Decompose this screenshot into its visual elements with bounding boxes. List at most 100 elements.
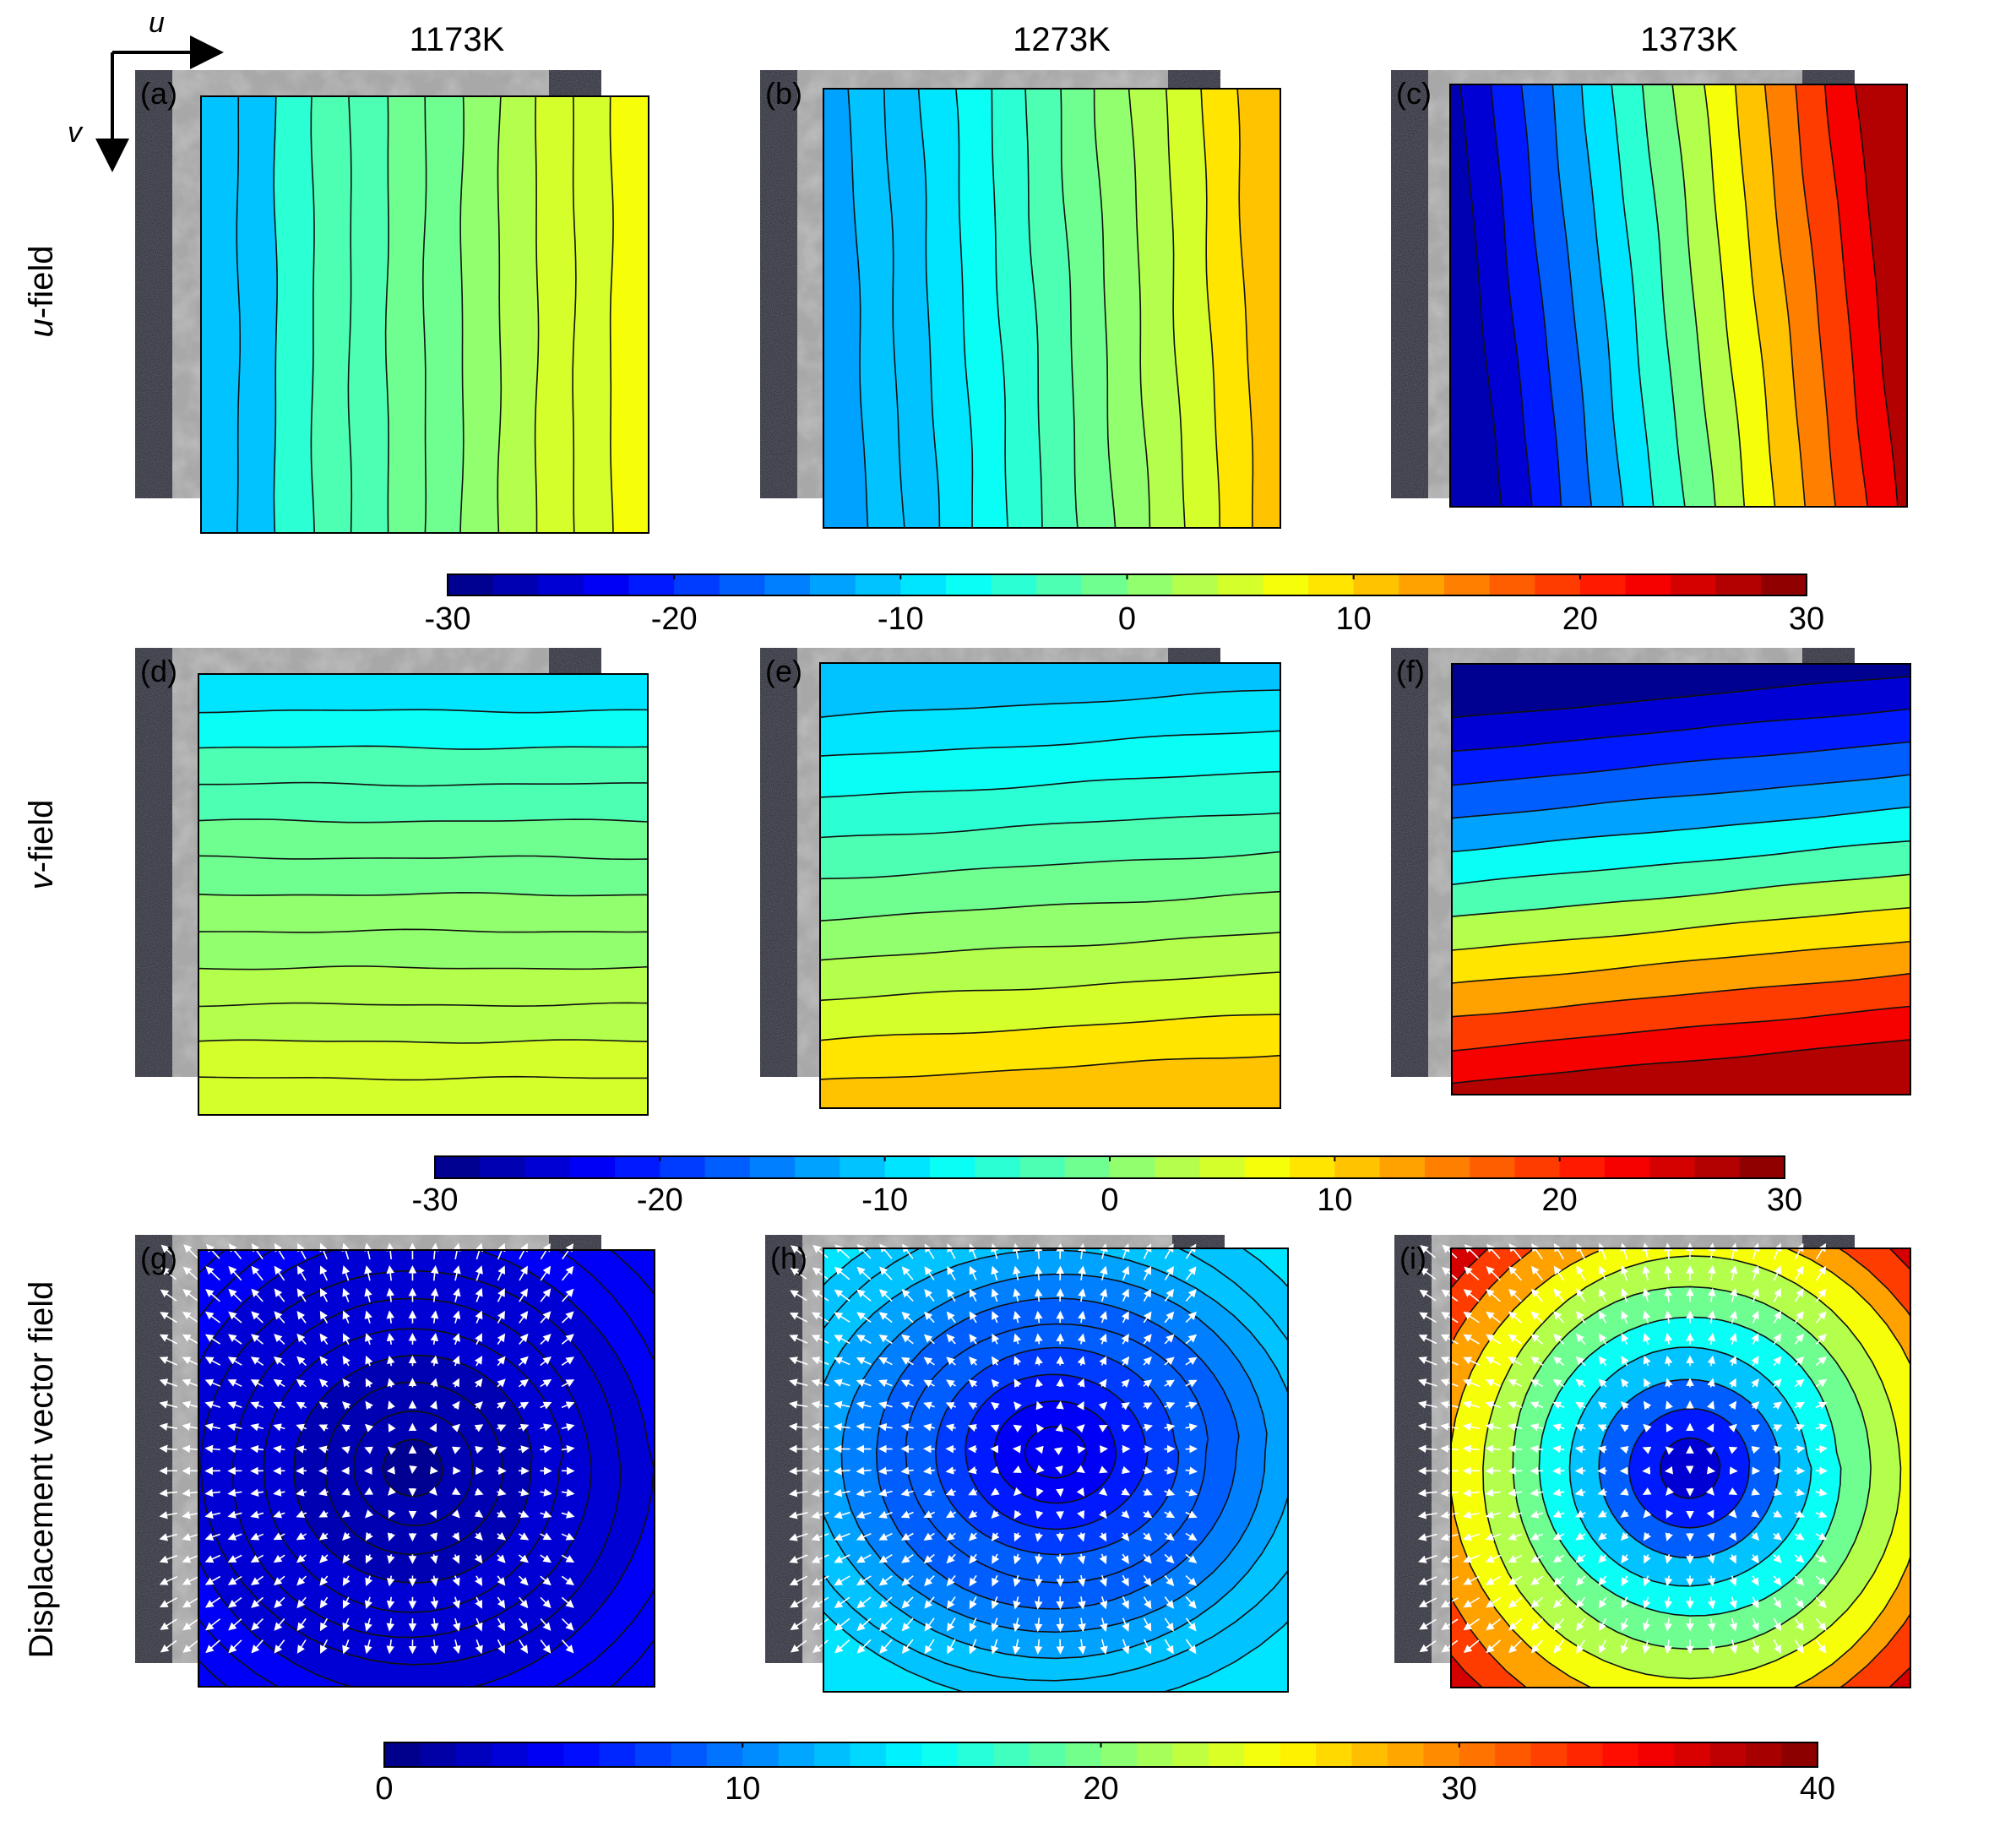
vector-arrow [318, 1532, 329, 1541]
colorbar-segment [1290, 1156, 1335, 1178]
vector-arrow [1575, 1356, 1586, 1367]
vector-arrow [1013, 1509, 1022, 1519]
vector-arrow [945, 1510, 957, 1519]
vector-arrow [945, 1488, 956, 1496]
vector-arrow [474, 1554, 483, 1564]
vector-arrow [1730, 1639, 1738, 1655]
analysis-region-border [1450, 1248, 1911, 1688]
contour-line [198, 965, 648, 970]
vector-arrow [250, 1401, 264, 1410]
vector-arrow [1530, 1639, 1544, 1654]
vector-arrow [1773, 1554, 1782, 1563]
vector-arrow [430, 1355, 438, 1367]
vector-arrow [1122, 1243, 1130, 1259]
vector-arrow [1794, 1423, 1806, 1432]
vector-arrow [342, 1265, 350, 1281]
vector-arrow [386, 1265, 394, 1281]
contour-line [198, 1075, 648, 1081]
vector-arrow [834, 1289, 850, 1302]
row-label-v-field: v-field [23, 800, 60, 890]
vector-arrow [319, 1596, 329, 1609]
vector-arrow [1794, 1532, 1805, 1541]
colorbar-segment [583, 574, 630, 595]
contour-line [1459, 84, 1502, 507]
vector-arrow [1121, 1465, 1131, 1475]
vector-arrow [1486, 1288, 1501, 1302]
colorbar-segment [569, 1156, 616, 1178]
vector-arrow [1463, 1618, 1480, 1631]
vector-arrow [430, 1265, 439, 1281]
vector-arrow [856, 1266, 872, 1280]
colorbar-segment [1674, 1742, 1711, 1767]
vector-arrow [1035, 1378, 1044, 1388]
vector-arrow [1036, 1423, 1045, 1433]
vector-arrow [1440, 1444, 1459, 1454]
analysis-region-border [200, 95, 649, 534]
vector-arrow [386, 1639, 394, 1655]
colorbar-segment [1470, 1156, 1515, 1178]
vector-arrow [991, 1288, 999, 1302]
vector-arrow [497, 1333, 506, 1345]
vector-arrow [1078, 1617, 1086, 1633]
vector-arrow [296, 1510, 307, 1518]
vector-arrow [1441, 1639, 1459, 1653]
vector-arrow [992, 1311, 999, 1324]
panel-label: (g) [140, 1241, 177, 1275]
vector-arrow [1598, 1554, 1607, 1563]
colorbar-tick-label: -20 [651, 601, 698, 637]
vector-arrow [475, 1242, 484, 1260]
contour-line [1452, 676, 1910, 719]
vector-arrow [274, 1596, 285, 1609]
vector-arrow [273, 1356, 285, 1367]
vector-arrow [1815, 1510, 1828, 1519]
colorbar-segment [563, 1742, 600, 1767]
vector-arrow [159, 1575, 178, 1585]
vector-arrow [1486, 1334, 1502, 1345]
vector-arrow [1078, 1242, 1086, 1259]
vector-arrow [1485, 1488, 1501, 1498]
vector-arrow [1552, 1444, 1565, 1454]
vector-arrow [1794, 1554, 1805, 1563]
vector-arrow [182, 1311, 199, 1324]
vector-arrow [1485, 1400, 1502, 1410]
colorbar-segment [1064, 1156, 1111, 1178]
vector-arrow [1665, 1446, 1675, 1455]
vector-arrow [1418, 1378, 1437, 1387]
contour-line [1452, 873, 1910, 917]
vector-arrow [1707, 1532, 1715, 1541]
vector-arrow [1419, 1312, 1437, 1323]
vector-arrow [1574, 1510, 1586, 1518]
vector-arrow [923, 1379, 935, 1388]
vector-arrow [474, 1531, 483, 1541]
vector-arrow [540, 1617, 552, 1631]
vector-arrow [364, 1265, 372, 1281]
vector-arrow [519, 1265, 528, 1281]
colorbar-segment [1308, 574, 1355, 595]
vector-arrow [1078, 1639, 1086, 1655]
vector-arrow [562, 1242, 574, 1260]
vector-arrow [1773, 1532, 1783, 1541]
vector-arrow [205, 1639, 220, 1654]
vector-arrow [789, 1489, 808, 1498]
vector-arrow [429, 1532, 438, 1541]
vector-arrow [430, 1378, 438, 1388]
vector-arrow [274, 1288, 285, 1302]
vector-arrow [1729, 1333, 1737, 1345]
vector-arrow [1621, 1356, 1629, 1367]
vector-arrow [296, 1596, 307, 1609]
column-headers: 1173K 1273K 1373K [410, 21, 1739, 58]
vector-arrow [250, 1575, 264, 1585]
vector-arrow [1773, 1424, 1783, 1432]
vector-arrow [540, 1444, 552, 1454]
vector-arrow [430, 1596, 439, 1609]
vector-arrow [1508, 1618, 1523, 1631]
vector-arrow [227, 1444, 242, 1454]
contour-line [1200, 89, 1220, 528]
vector-arrow [1729, 1466, 1738, 1475]
vector-arrow [273, 1423, 285, 1432]
vector-arrow [475, 1575, 483, 1586]
contour-line [1551, 84, 1593, 507]
vector-arrow [1598, 1356, 1607, 1367]
vector-arrow [1553, 1334, 1565, 1345]
panel-i-displacement-1373k: (i) [1394, 1235, 1911, 1688]
